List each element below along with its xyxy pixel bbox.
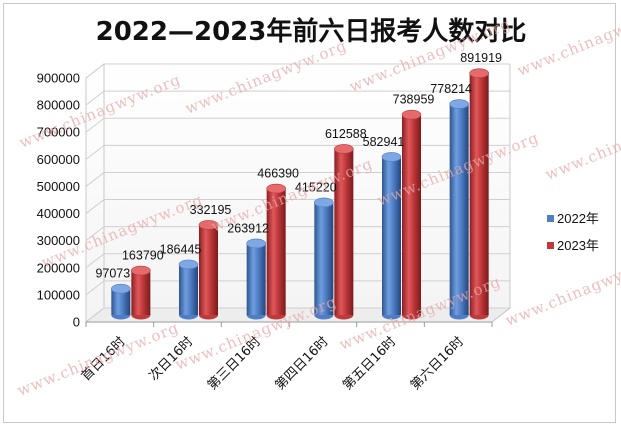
data-label: 97073 — [95, 267, 130, 281]
x-category-label: 第六日16时 — [408, 334, 467, 393]
gridline — [85, 63, 510, 79]
y-tick-label: 0 — [73, 315, 80, 330]
y-axis-ticks: 0 100000 200000 300000 400000 500000 600000 700… — [37, 71, 80, 330]
gridline — [85, 253, 510, 269]
bar-2022 — [178, 259, 199, 320]
legend-label: 2022年 — [557, 211, 599, 226]
bar-2023 — [401, 109, 422, 320]
bars — [111, 68, 489, 320]
bar-2022 — [314, 197, 334, 320]
data-label: 186445 — [160, 242, 202, 256]
y-tick-label: 500000 — [37, 179, 80, 194]
data-label: 263912 — [227, 221, 269, 235]
y-tick-label: 100000 — [37, 287, 80, 302]
watermark-text: www.chinagwyw.org — [503, 248, 621, 329]
y-tick-label: 800000 — [37, 98, 80, 113]
gridline — [85, 90, 510, 106]
gridline — [85, 144, 510, 160]
data-label: 332195 — [190, 203, 232, 217]
gridlines — [85, 63, 510, 327]
data-label: 582941 — [363, 135, 405, 149]
data-label: 466390 — [257, 167, 299, 181]
data-label: 612588 — [325, 127, 367, 141]
chart-title: 2022—2023年前六日报考人数对比 — [96, 16, 527, 47]
bar-2023 — [469, 68, 489, 320]
legend-swatch — [547, 242, 554, 249]
gridline — [85, 199, 510, 214]
gridline — [85, 226, 510, 242]
gridline — [85, 280, 510, 296]
y-tick-label: 700000 — [37, 125, 80, 140]
y-tick-label: 400000 — [37, 206, 80, 221]
watermark-text: www.chinagwyw.org — [15, 318, 182, 399]
y-tick-label: 200000 — [37, 260, 80, 275]
bar-2022 — [111, 283, 131, 320]
bar-2023 — [334, 144, 354, 320]
data-label: 415220 — [295, 180, 337, 194]
data-label: 163790 — [122, 249, 164, 263]
data-label: 891919 — [460, 51, 502, 65]
data-label: 738959 — [393, 93, 435, 107]
x-category-label: 第四日16时 — [273, 334, 332, 393]
legend: 2022年 2023年 — [547, 211, 599, 253]
bar-2022 — [381, 152, 402, 320]
y-tick-label: 900000 — [37, 71, 80, 86]
legend-label: 2023年 — [557, 238, 599, 253]
data-label: 778214 — [430, 82, 472, 96]
watermark-text: www.chinagwyw.org — [515, 0, 621, 80]
gridline — [85, 171, 510, 187]
bar-2023 — [198, 220, 219, 320]
y-tick-label: 300000 — [37, 233, 80, 248]
watermark-text: www.chinagwyw.org — [543, 102, 621, 183]
bar-2022 — [449, 99, 469, 320]
legend-swatch — [547, 215, 554, 222]
y-tick-label: 600000 — [37, 152, 80, 167]
bar-2023 — [131, 265, 151, 320]
gridline — [85, 307, 510, 323]
gridline — [85, 117, 510, 133]
bar-2022 — [246, 238, 266, 320]
bar-2023 — [266, 183, 286, 320]
